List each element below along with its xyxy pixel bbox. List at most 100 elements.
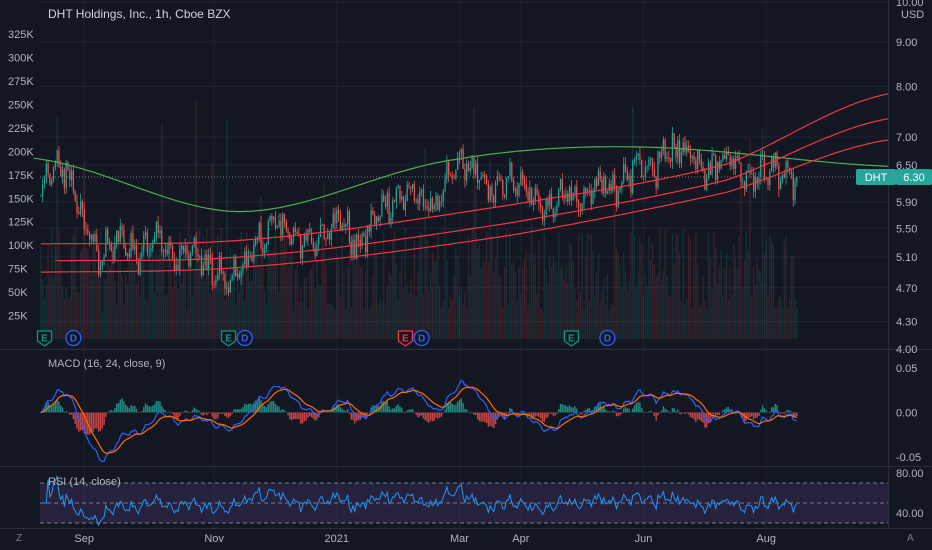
macd-histogram-bar xyxy=(85,412,87,435)
macd-histogram-bar xyxy=(689,412,692,417)
candle xyxy=(99,265,102,275)
macd-histogram-bar xyxy=(141,410,143,413)
volume-bar xyxy=(87,248,89,339)
candle xyxy=(595,178,598,186)
macd-histogram-bar xyxy=(693,412,695,420)
macd-histogram-bar xyxy=(716,412,719,415)
volume-bar xyxy=(217,234,219,339)
volume-bar xyxy=(599,301,601,339)
candle xyxy=(462,148,464,169)
volume-bar xyxy=(678,253,681,339)
candle xyxy=(101,261,103,266)
candle xyxy=(525,184,527,192)
macd-histogram-bar xyxy=(392,408,394,413)
macd-histogram-bar xyxy=(467,412,470,413)
volume-bar xyxy=(182,253,185,339)
event-label: D xyxy=(241,334,248,345)
candle xyxy=(742,181,744,183)
candle xyxy=(258,223,260,238)
candle xyxy=(152,242,154,249)
candle xyxy=(337,210,340,215)
volume-bar xyxy=(650,260,652,339)
candle xyxy=(601,179,603,193)
volume-tick-label: 275K xyxy=(8,76,34,88)
volume-bar xyxy=(617,254,619,339)
macd-histogram-bar xyxy=(686,412,688,414)
candle xyxy=(420,189,423,192)
volume-bar xyxy=(327,302,329,339)
volume-bar xyxy=(431,252,434,339)
auto-scale-icon[interactable]: A xyxy=(907,533,914,544)
candle xyxy=(431,198,434,209)
macd-histogram-bar xyxy=(206,412,208,416)
macd-histogram-bar xyxy=(110,409,112,413)
volume-bar xyxy=(496,229,499,339)
macd-histogram-bar xyxy=(695,412,697,423)
macd-histogram-bar xyxy=(772,407,775,413)
macd-histogram-bar xyxy=(420,412,423,416)
candle xyxy=(348,211,351,242)
macd-histogram-bar xyxy=(330,411,333,413)
candle xyxy=(153,237,156,243)
macd-histogram-bar xyxy=(429,412,432,421)
volume-bar xyxy=(706,309,708,339)
timezone-icon[interactable]: Z xyxy=(16,533,23,544)
volume-bar xyxy=(285,236,287,339)
candle xyxy=(92,234,94,242)
volume-bar xyxy=(785,235,787,339)
macd-histogram-bar xyxy=(388,406,390,413)
candle xyxy=(677,140,679,158)
volume-bar xyxy=(509,231,511,339)
candle xyxy=(390,217,392,224)
candle xyxy=(550,193,553,209)
macd-histogram-bar xyxy=(58,401,60,413)
macd-histogram-bar xyxy=(541,412,544,422)
volume-bar xyxy=(208,251,210,339)
volume-tick-label: 75K xyxy=(8,264,28,276)
candle xyxy=(691,156,693,159)
volume-bar xyxy=(411,294,414,339)
macd-histogram-bar xyxy=(637,401,639,413)
candle xyxy=(435,195,437,206)
candle xyxy=(460,148,462,154)
candle xyxy=(352,239,354,256)
volume-bar xyxy=(235,303,237,339)
macd-histogram-bar xyxy=(341,408,343,413)
candle xyxy=(307,229,309,241)
volume-bar xyxy=(101,310,103,339)
macd-histogram-bar xyxy=(509,407,511,413)
volume-bar xyxy=(361,265,363,339)
macd-pane[interactable] xyxy=(40,379,798,463)
price-pane[interactable] xyxy=(40,102,888,340)
macd-histogram-bar xyxy=(130,405,132,413)
macd-histogram-bar xyxy=(597,403,600,413)
event-label: E xyxy=(402,334,409,345)
curves[interactable] xyxy=(33,93,890,273)
volume-bar xyxy=(292,310,295,339)
volume-bar xyxy=(346,267,349,339)
candle xyxy=(745,172,747,190)
macd-histogram-bar xyxy=(271,401,273,413)
volume-bar xyxy=(130,260,132,339)
macd-histogram-bar xyxy=(157,401,159,413)
rsi-pane[interactable] xyxy=(40,475,888,527)
candle xyxy=(651,158,654,170)
candle xyxy=(563,195,565,199)
macd-histogram-bar xyxy=(440,412,443,417)
volume-bar xyxy=(572,261,574,339)
volume-bar xyxy=(559,266,562,339)
macd-histogram-bar xyxy=(256,399,259,413)
macd-histogram-bar xyxy=(61,407,64,413)
candle xyxy=(330,228,333,240)
macd-histogram-bar xyxy=(624,407,627,413)
volume-bar xyxy=(469,275,471,339)
macd-histogram-bar xyxy=(572,407,574,413)
candle xyxy=(240,270,242,278)
volume-bar xyxy=(116,304,118,339)
macd-histogram-bar xyxy=(514,412,517,414)
volume-bar xyxy=(628,280,630,339)
dividend-icon xyxy=(413,329,430,347)
candle xyxy=(689,151,692,159)
